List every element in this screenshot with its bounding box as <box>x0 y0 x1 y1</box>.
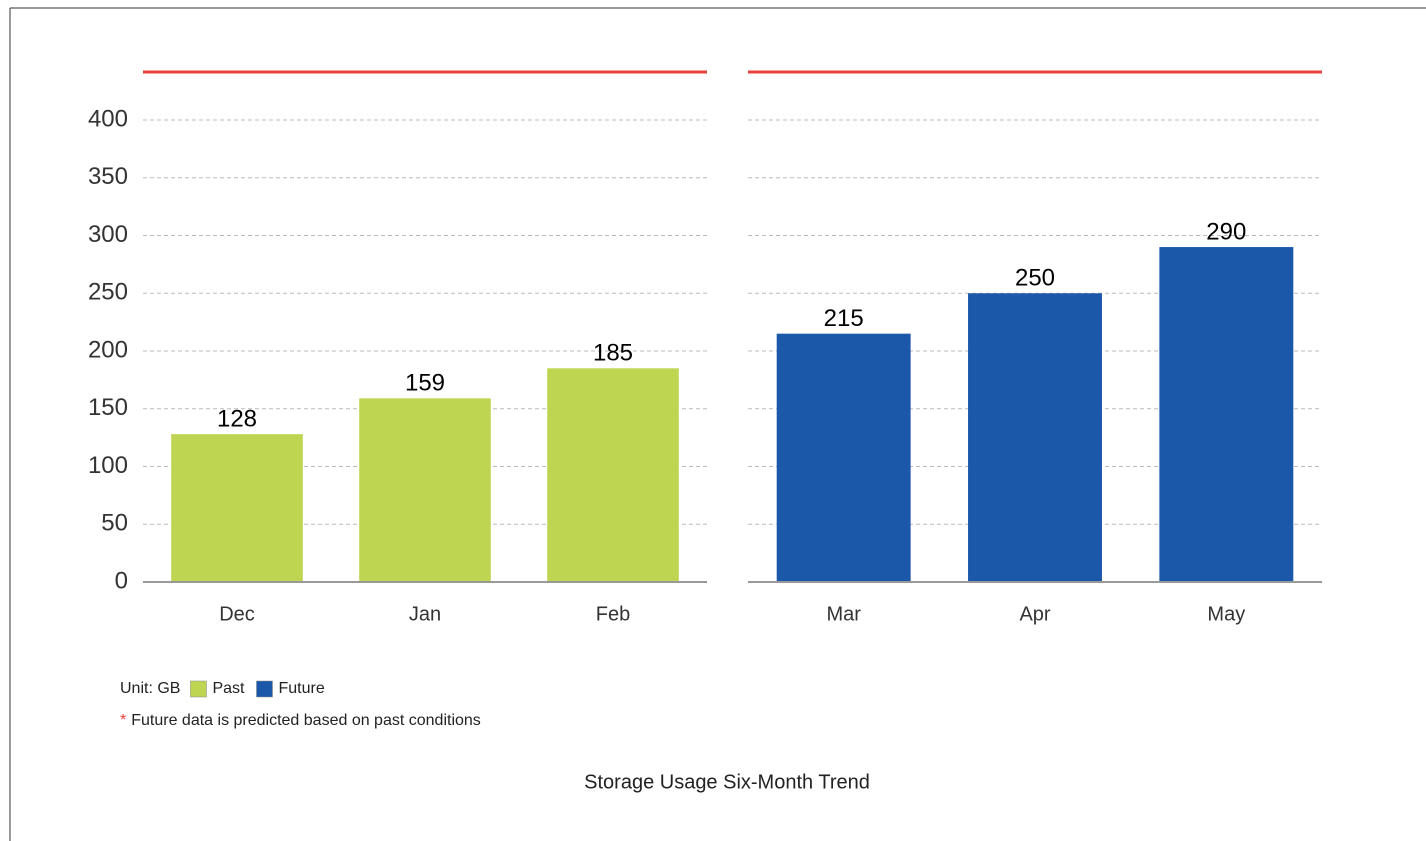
x-tick-label: Dec <box>219 603 255 625</box>
y-tick-label: 0 <box>115 567 128 594</box>
y-tick-label: 200 <box>88 336 128 363</box>
y-tick-label: 400 <box>88 105 128 132</box>
value-label: 290 <box>1206 218 1246 245</box>
value-label: 215 <box>824 305 864 332</box>
y-tick-label: 300 <box>88 221 128 248</box>
bar <box>547 368 679 582</box>
value-label: 128 <box>217 406 257 433</box>
legend-swatch <box>190 680 207 698</box>
y-tick-label: 350 <box>88 163 128 190</box>
bar <box>968 293 1102 582</box>
legend-label: Future <box>278 680 324 697</box>
x-tick-label: Mar <box>826 603 861 625</box>
chart-title: Storage Usage Six-Month Trend <box>584 771 870 793</box>
bar <box>776 333 911 582</box>
note-marker: * <box>120 712 126 729</box>
bar <box>171 434 303 582</box>
value-label: 185 <box>593 340 633 367</box>
y-tick-label: 100 <box>88 452 128 479</box>
unit-label: Unit: GB <box>120 680 180 697</box>
y-tick-label: 150 <box>88 394 128 421</box>
bar <box>359 398 491 582</box>
bar <box>1159 247 1294 583</box>
x-tick-label: Jan <box>409 603 441 625</box>
x-tick-label: May <box>1207 603 1245 625</box>
y-tick-label: 50 <box>101 510 128 537</box>
legend-label: Past <box>212 680 245 697</box>
legend-swatch <box>256 680 273 698</box>
value-label: 159 <box>405 370 445 397</box>
value-label: 250 <box>1015 265 1055 292</box>
note: Future data is predicted based on past c… <box>131 712 481 729</box>
y-tick-label: 250 <box>88 279 128 306</box>
x-tick-label: Feb <box>596 603 630 625</box>
x-tick-label: Apr <box>1019 603 1050 625</box>
